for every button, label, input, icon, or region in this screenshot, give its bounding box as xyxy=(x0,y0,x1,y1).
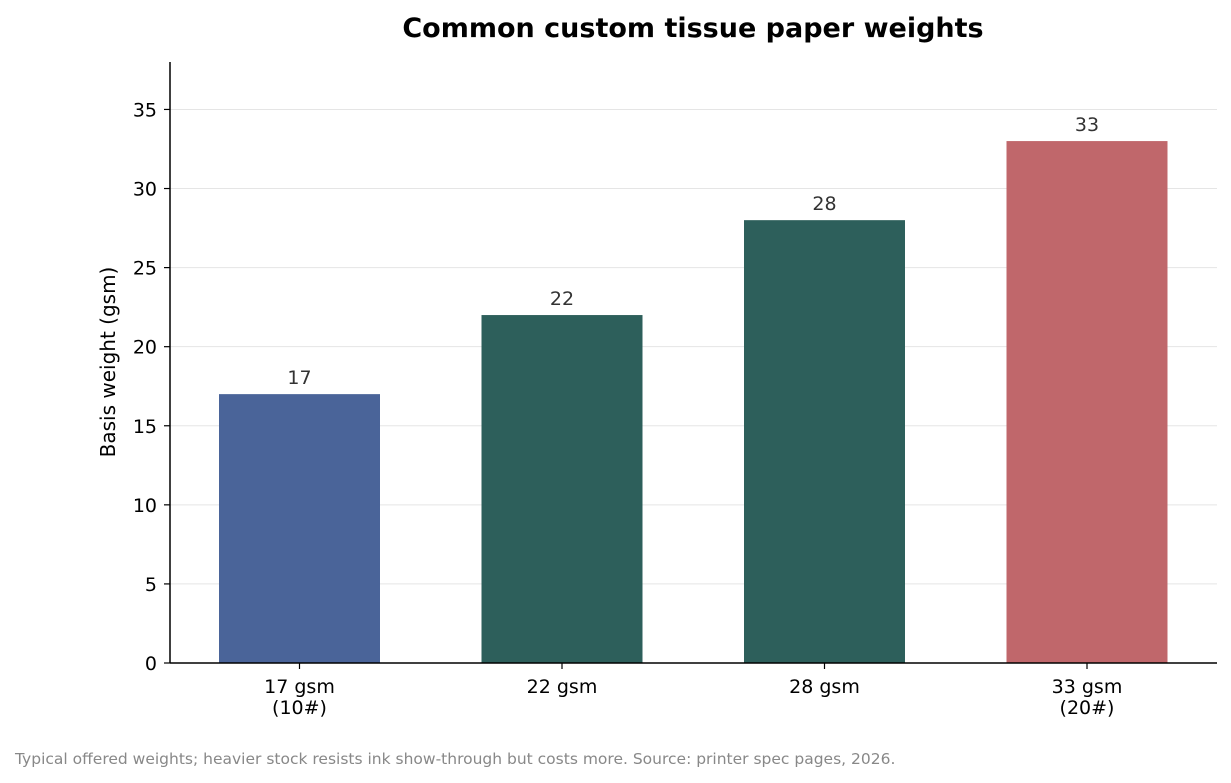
x-tick-label: 22 gsm xyxy=(527,676,598,698)
y-axis: 0 5 10 15 20 25 30 35 xyxy=(133,62,171,675)
x-tick-label: 28 gsm xyxy=(789,676,860,698)
bars xyxy=(219,141,1168,663)
y-tick-label: 20 xyxy=(133,337,157,359)
y-axis-label: Basis weight (gsm) xyxy=(96,267,120,458)
x-tick-label: 33 gsm xyxy=(1052,676,1123,698)
data-label: 22 xyxy=(550,288,574,310)
x-axis: 17 gsm(10#) 22 gsm 28 gsm 33 gsm(20#) xyxy=(170,662,1217,719)
x-tick-label: 17 gsm xyxy=(264,676,335,698)
data-label: 33 xyxy=(1075,114,1099,136)
bar xyxy=(219,394,380,663)
data-label: 28 xyxy=(812,193,836,215)
y-tick-label: 35 xyxy=(133,99,157,121)
y-tick-label: 15 xyxy=(133,416,157,438)
data-labels: 17 22 28 33 xyxy=(287,114,1099,389)
y-tick-label: 0 xyxy=(145,653,157,675)
bar xyxy=(1006,141,1168,663)
y-tick-label: 30 xyxy=(133,179,157,201)
y-tick-label: 10 xyxy=(133,495,157,517)
data-label: 17 xyxy=(287,367,311,389)
y-tick-label: 25 xyxy=(133,258,157,280)
bar xyxy=(481,315,643,663)
bar xyxy=(744,220,905,663)
chart-caption: Typical offered weights; heavier stock r… xyxy=(14,750,895,768)
chart-title: Common custom tissue paper weights xyxy=(402,13,983,44)
y-tick-label: 5 xyxy=(145,574,157,596)
x-tick-label: (10#) xyxy=(272,697,327,719)
x-tick-label: (20#) xyxy=(1060,697,1115,719)
